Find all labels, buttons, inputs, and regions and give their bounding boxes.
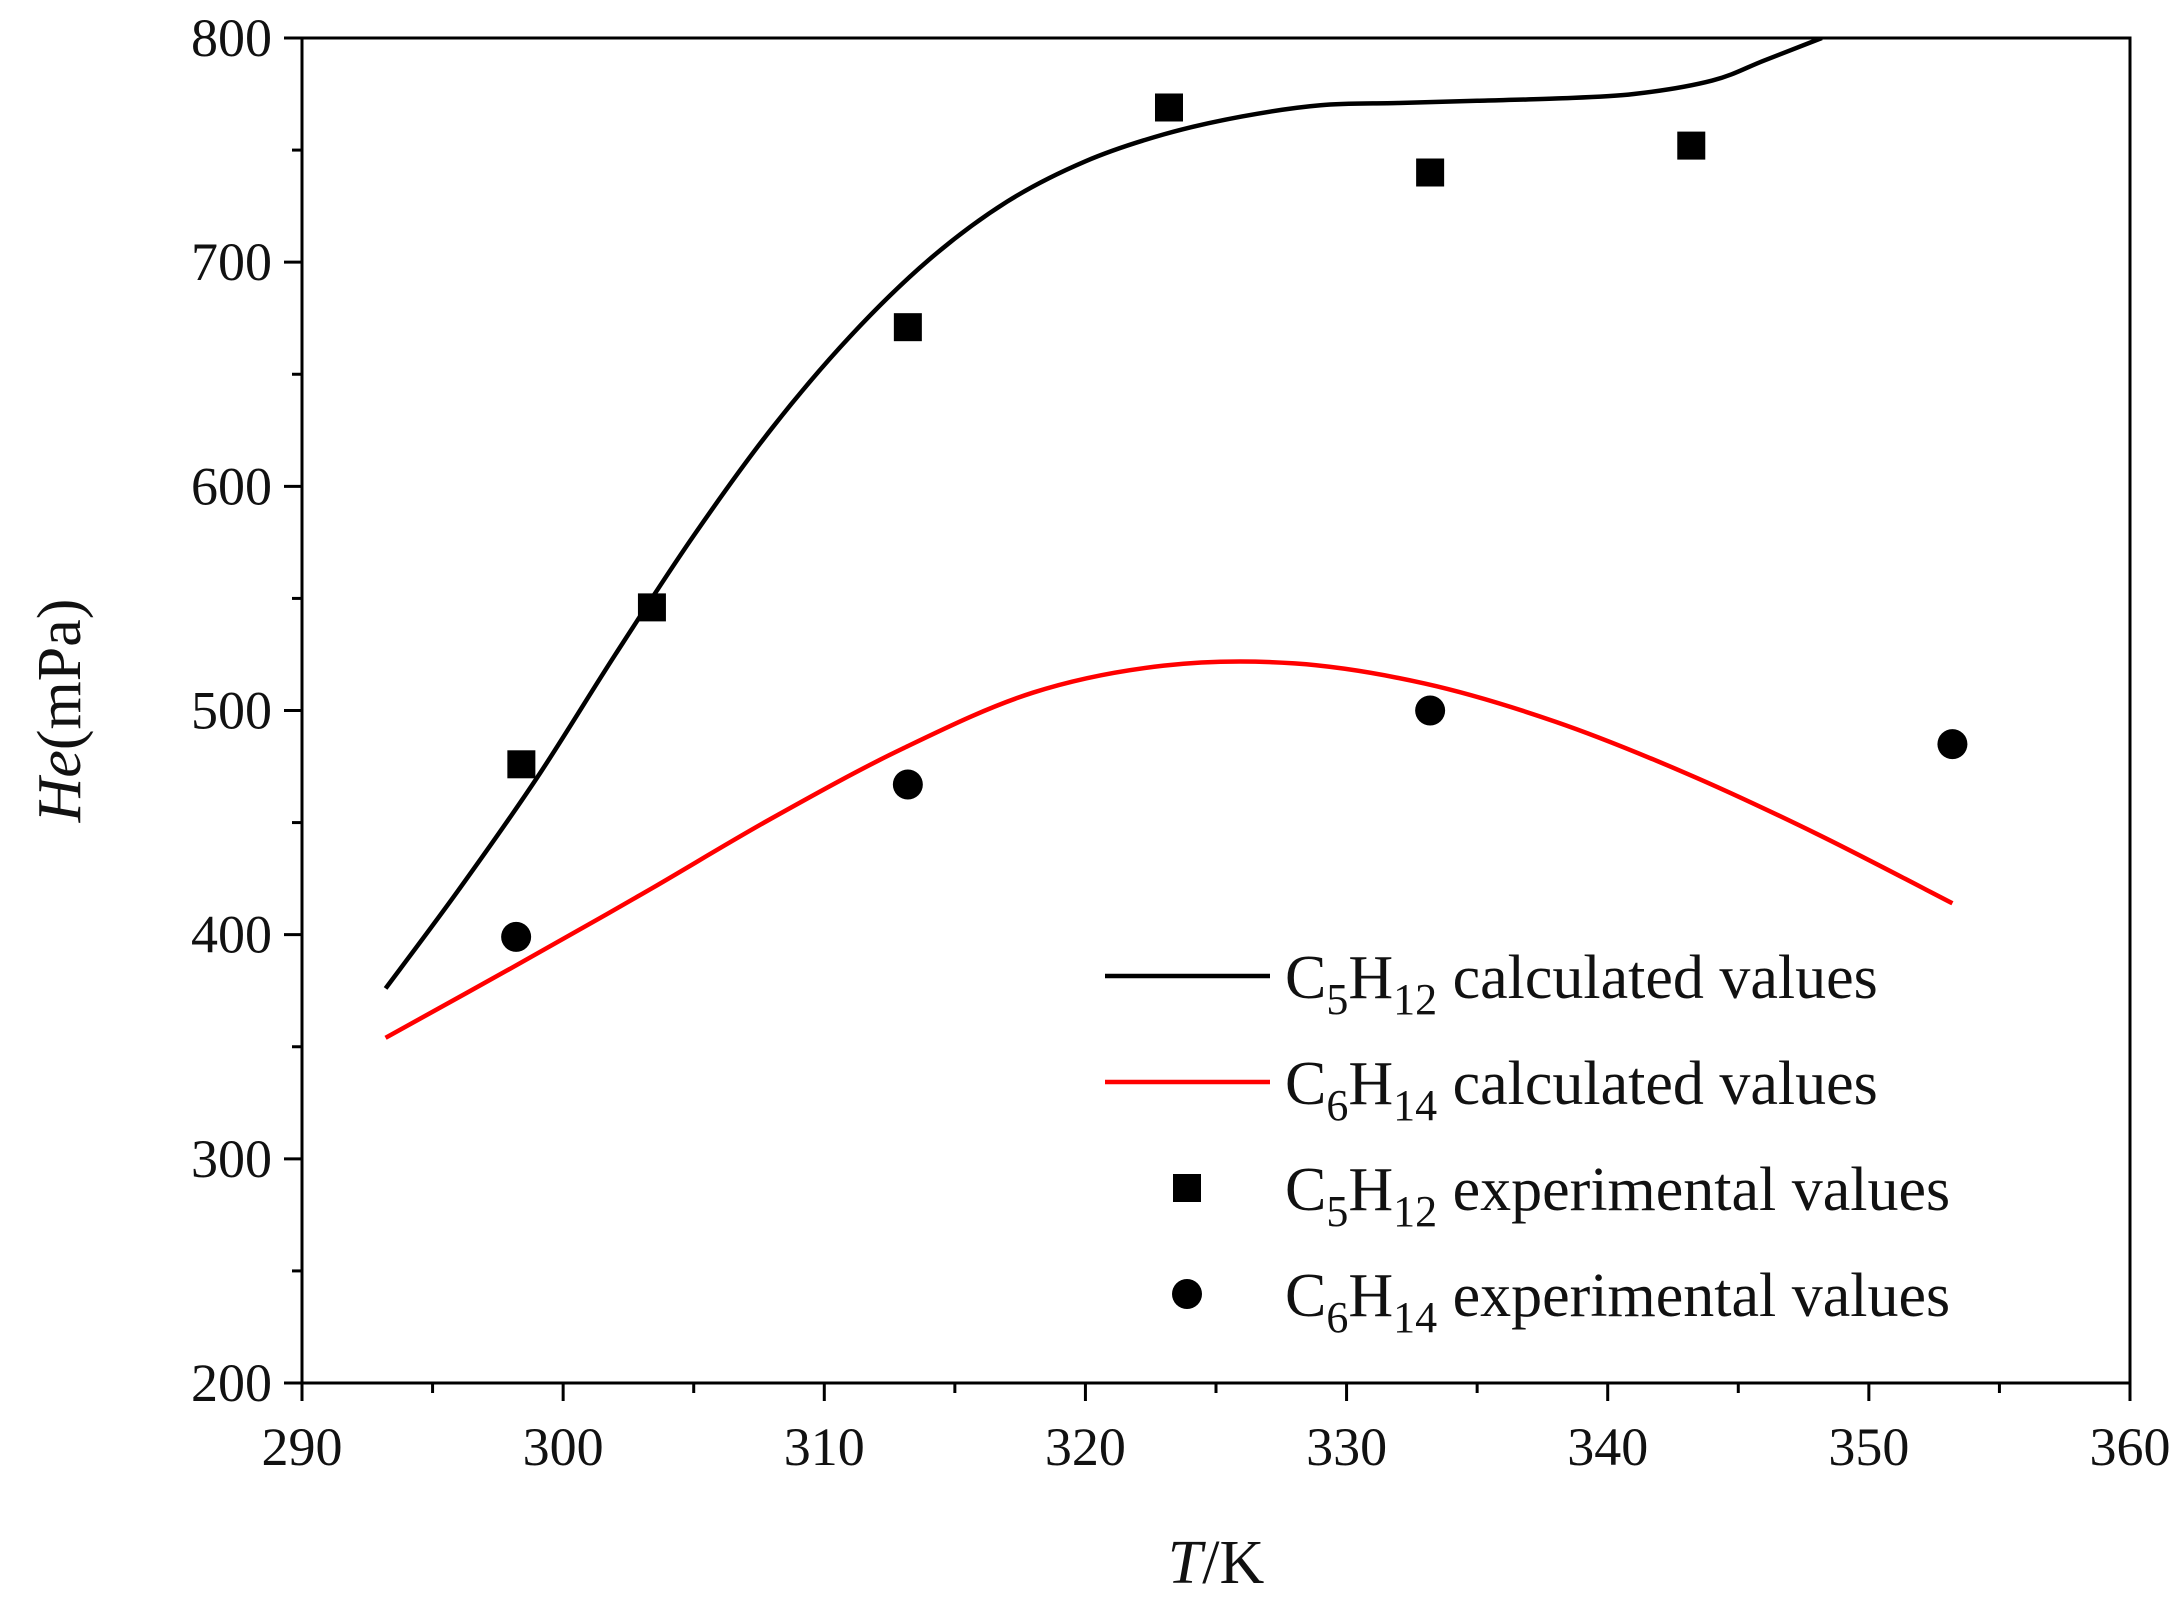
series-line-1 [384, 659, 1954, 1040]
legend-square-swatch [1173, 1174, 1201, 1202]
y-tick-label: 400 [191, 905, 272, 965]
data-point-square [637, 593, 666, 622]
series-line-0 [383, 38, 1823, 990]
data-point-circle [1937, 729, 1968, 760]
legend-label: C6H14 experimental values [1285, 1262, 1950, 1342]
legend-description: calculated values [1437, 1050, 1878, 1118]
x-tick-label: 300 [523, 1417, 604, 1477]
y-axis-title-unit: (mPa) [26, 599, 94, 751]
legend-item-3: C6H14 experimental values [1172, 1262, 1950, 1342]
x-tick-label: 330 [1306, 1417, 1387, 1477]
data-point-square [1416, 158, 1445, 187]
y-tick-label: 800 [191, 8, 272, 68]
legend-subscript: 6 [1326, 1293, 1348, 1342]
data-point-circle [892, 769, 923, 800]
legend-description: experimental values [1437, 1156, 1950, 1224]
legend-description: calculated values [1437, 944, 1878, 1012]
legend-item-0: C5H12 calculated values [1105, 944, 1878, 1024]
legend-formula-c: C [1285, 1050, 1326, 1118]
legend-item-1: C6H14 calculated values [1105, 1050, 1878, 1130]
x-tick-label: 320 [1045, 1417, 1126, 1477]
legend-item-2: C5H12 experimental values [1173, 1156, 1950, 1236]
y-tick-label: 600 [191, 456, 272, 516]
x-tick-label: 310 [784, 1417, 865, 1477]
y-axis-title: He(mPa) [26, 599, 94, 824]
legend-subscript: 5 [1326, 975, 1348, 1024]
legend-formula-c: C [1285, 1156, 1326, 1224]
data-point-square [1154, 93, 1183, 122]
legend-subscript: 14 [1393, 1081, 1437, 1130]
data-point-circle [1415, 695, 1446, 726]
x-tick-label: 290 [262, 1417, 343, 1477]
legend-circle-swatch [1172, 1279, 1202, 1309]
plot-area [383, 38, 1968, 1040]
legend-description: experimental values [1437, 1262, 1950, 1330]
y-tick-label: 500 [191, 681, 272, 741]
data-point-circle [501, 921, 532, 952]
data-point-square [1677, 131, 1706, 160]
legend-subscript: 6 [1326, 1081, 1348, 1130]
x-tick-label: 360 [2090, 1417, 2171, 1477]
x-axis-title-unit: /K [1202, 1529, 1264, 1597]
series-0 [383, 38, 1823, 990]
series-1 [384, 659, 1954, 1040]
y-tick-label: 200 [191, 1353, 272, 1413]
data-point-square [893, 313, 922, 342]
series-2 [507, 93, 1706, 779]
legend-formula-c: C [1285, 1262, 1326, 1330]
x-tick-label: 340 [1567, 1417, 1648, 1477]
x-axis-title-symbol: T [1168, 1529, 1207, 1597]
series-3 [501, 695, 1968, 952]
legend-label: C6H14 calculated values [1285, 1050, 1878, 1130]
legend-subscript: 14 [1393, 1293, 1437, 1342]
data-point-square [507, 750, 536, 779]
legend-subscript: 12 [1393, 975, 1437, 1024]
legend-subscript: 5 [1326, 1187, 1348, 1236]
legend-label: C5H12 experimental values [1285, 1156, 1950, 1236]
legend-formula-h: H [1348, 944, 1393, 1012]
legend-subscript: 12 [1393, 1187, 1437, 1236]
y-axis-title-symbol: He [26, 750, 94, 823]
legend-formula-c: C [1285, 944, 1326, 1012]
legend-label: C5H12 calculated values [1285, 944, 1878, 1024]
legend-formula-h: H [1348, 1050, 1393, 1118]
legend-formula-h: H [1348, 1262, 1393, 1330]
x-axis-title: T/K [1168, 1529, 1265, 1597]
x-tick-label: 350 [1828, 1417, 1909, 1477]
legend-formula-h: H [1348, 1156, 1393, 1224]
y-tick-label: 700 [191, 232, 272, 292]
axes: 290 300 310 320 330 340 350 360 200 300 400 500 600 7… [26, 8, 2171, 1597]
y-tick-label: 300 [191, 1129, 272, 1189]
